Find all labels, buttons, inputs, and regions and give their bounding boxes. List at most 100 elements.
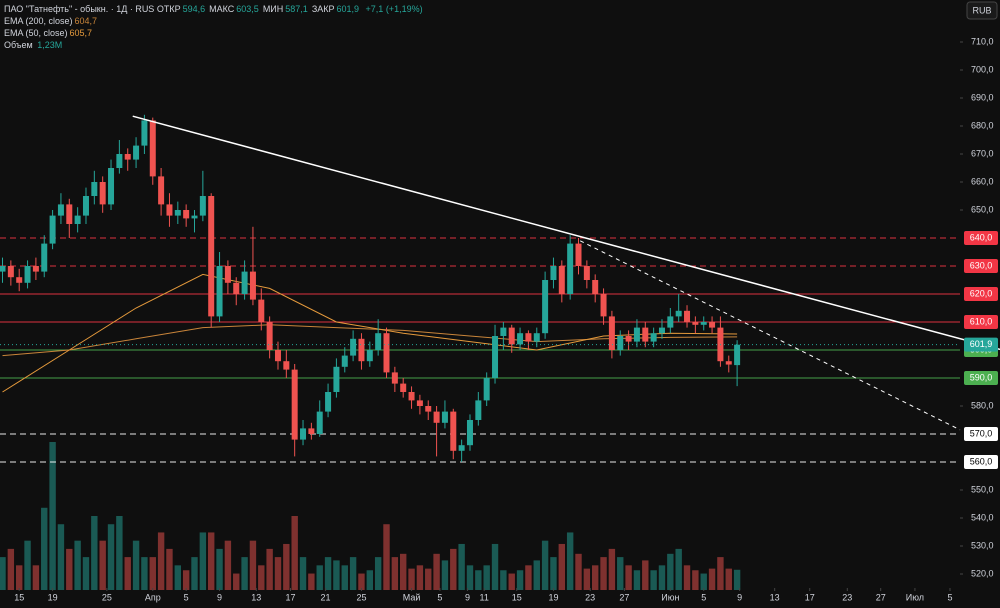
legend-row: EMA (200, close) 604,7	[4, 15, 423, 27]
volume-bar	[66, 548, 73, 590]
volume-bar	[107, 524, 115, 590]
level-badge	[964, 455, 998, 469]
volume-bar	[233, 573, 240, 590]
candle-body	[483, 378, 490, 401]
volume-bar	[400, 553, 407, 590]
candle-body	[608, 316, 615, 350]
candle-body	[416, 400, 423, 406]
x-tick-label: 5	[184, 592, 189, 602]
candle-body	[241, 271, 248, 294]
x-tick-label: Июл	[906, 592, 924, 602]
candle-body	[692, 322, 699, 325]
candle-body	[216, 266, 223, 317]
volume-bar	[157, 532, 165, 590]
candle-body	[266, 322, 273, 350]
ohlc-value: 603,5	[236, 4, 259, 14]
volume-name: Объем	[4, 40, 33, 50]
volume-bar	[224, 540, 232, 590]
candle-body	[358, 338, 365, 362]
volume-bar	[408, 568, 415, 590]
x-tick-label: 19	[548, 592, 558, 602]
currency-button[interactable]	[966, 1, 998, 20]
level-label: 640,0	[970, 232, 993, 242]
volume-bar	[483, 565, 490, 590]
volume-bar	[600, 557, 607, 590]
x-tick-label: 9	[217, 592, 222, 602]
level-badge	[964, 231, 998, 245]
volume-bar	[733, 569, 741, 590]
volume-bar	[283, 543, 290, 590]
volume-bar	[633, 570, 641, 590]
candle-body	[492, 336, 499, 378]
candle-body	[249, 271, 256, 300]
candle-body	[82, 196, 89, 216]
candle-body	[224, 266, 231, 283]
volume-bar	[450, 548, 457, 590]
candle-body	[350, 338, 357, 356]
volume-bar	[241, 557, 248, 590]
y-tick-label: 530,0	[971, 540, 994, 550]
candle-body	[575, 243, 582, 266]
candle-body	[650, 333, 657, 342]
candle-body	[0, 266, 6, 272]
level-label: 560,0	[970, 456, 993, 466]
level-label: 630,0	[970, 260, 993, 270]
candle-body	[625, 336, 632, 342]
volume-bar	[166, 548, 173, 590]
candle-body	[258, 299, 265, 322]
x-tick-label: Апр	[145, 592, 161, 602]
ohlc-label: ЗАКР	[311, 4, 335, 14]
last-price-badge	[964, 337, 998, 352]
volume-bar	[91, 516, 98, 590]
ohlc-value: 594,6	[182, 4, 206, 14]
volume-bar	[16, 565, 23, 590]
x-tick-label: 13	[251, 592, 261, 602]
x-tick-label: 15	[512, 592, 522, 602]
x-tick-label: Июн	[661, 592, 679, 602]
volume-bar	[324, 557, 332, 590]
candle-body	[533, 333, 540, 342]
volume-bar	[692, 570, 699, 590]
candle-body	[116, 154, 123, 168]
x-tick-label: 25	[356, 592, 366, 602]
ohlc-label: ОТКР	[156, 4, 181, 14]
candle-body	[617, 336, 624, 350]
trend-line	[132, 115, 1000, 351]
volume-bar	[466, 565, 474, 590]
indicator-value: 604,7	[74, 16, 98, 26]
indicator-rows: EMA (200, close) 604,7 EMA (50, close) 605,…	[4, 15, 423, 39]
candle-body	[725, 361, 732, 365]
candle-body	[583, 266, 590, 280]
x-tick-label: 9	[737, 592, 742, 602]
candle-body	[684, 310, 691, 322]
level-label: 570,0	[970, 428, 993, 438]
candle-body	[133, 145, 140, 160]
volume-bar	[191, 557, 198, 590]
x-tick-label: 21	[321, 592, 331, 602]
volume-bar	[57, 524, 65, 590]
y-tick-label: 710,0	[971, 36, 994, 46]
candle-body	[16, 277, 23, 283]
x-tick-label: 17	[805, 592, 815, 602]
volume-bar	[49, 442, 56, 590]
x-tick-label: 23	[585, 592, 595, 602]
x-tick-label: 11	[480, 592, 489, 602]
candle-body	[408, 392, 415, 401]
candle-body	[383, 333, 390, 373]
candle-body	[7, 266, 14, 278]
level-badge	[964, 259, 998, 273]
candle-body	[233, 282, 240, 294]
candle-body	[91, 182, 98, 196]
axis-layer: 710,0 700,0 690,0 680,0 670,0 660,0 650,0 580,0…	[14, 36, 998, 602]
candle-body	[124, 154, 131, 160]
volume-bar	[658, 565, 666, 590]
ohlc-label: МАКС	[209, 4, 235, 14]
candle-body	[191, 215, 198, 219]
volume-bar	[32, 565, 40, 590]
candle-body	[450, 411, 457, 451]
volume-bar	[358, 573, 365, 590]
y-tick-label: 670,0	[971, 148, 994, 158]
candle-body	[141, 120, 148, 146]
volume-bar	[308, 573, 315, 590]
